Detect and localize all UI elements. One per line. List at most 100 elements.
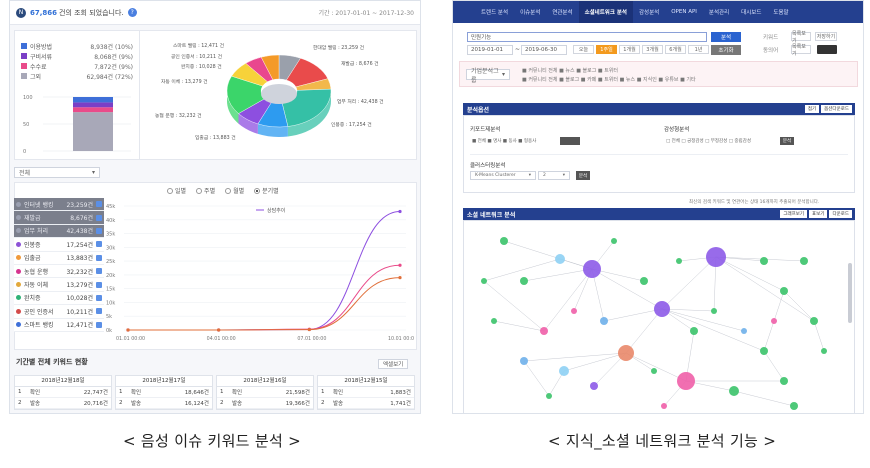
keyword-item[interactable]: 입출금 13,883건: [14, 251, 104, 265]
network-node[interactable]: [790, 402, 798, 410]
trend-point[interactable]: [307, 327, 311, 332]
network-download-button[interactable]: 다운로드: [829, 210, 852, 218]
network-node[interactable]: [729, 386, 739, 396]
emotion-checkboxes[interactable]: □ 전체 □ 긍정감성 □ 부정감성 □ 중립감성: [666, 139, 751, 144]
network-node[interactable]: [676, 258, 682, 264]
cluster-apply-button[interactable]: 분석: [576, 171, 590, 180]
trend-point[interactable]: [398, 276, 402, 280]
radio-circle-icon[interactable]: [196, 187, 203, 194]
network-node[interactable]: [780, 377, 788, 385]
nav-item[interactable]: 도움말: [773, 10, 789, 16]
network-node[interactable]: [771, 318, 777, 324]
radio-circle-icon[interactable]: [225, 187, 232, 194]
analysis-group-select[interactable]: 기업분석그룹 ▾: [466, 68, 510, 84]
trend-point[interactable]: [398, 263, 402, 267]
network-node[interactable]: [600, 317, 608, 325]
keyword-item[interactable]: 인터넷 뱅킹 23,259건: [14, 198, 104, 212]
keyword-item[interactable]: 공인 인증서 10,211건: [14, 305, 104, 319]
network-node[interactable]: [677, 372, 695, 390]
network-node[interactable]: [810, 317, 818, 325]
keyword-item[interactable]: 재발급 8,676건: [14, 211, 104, 225]
keyword-chart-icon[interactable]: [96, 281, 102, 288]
keyword-chart-icon[interactable]: [96, 294, 102, 301]
network-node[interactable]: [711, 308, 717, 314]
nav-item[interactable]: 소셜네트워크 분석: [578, 1, 633, 23]
network-graph-canvas[interactable]: [464, 221, 855, 414]
network-node[interactable]: [583, 260, 601, 278]
search-input[interactable]: 민원기능: [467, 32, 707, 42]
keyword-item[interactable]: 업무 처리 42,438건: [14, 224, 104, 239]
network-node[interactable]: [520, 357, 528, 365]
network-node[interactable]: [590, 382, 598, 390]
network-node[interactable]: [640, 277, 648, 285]
emotion-apply-button[interactable]: 분석: [780, 137, 794, 145]
cluster-count-select[interactable]: 2 ▾: [538, 171, 570, 180]
trend-point[interactable]: [126, 328, 130, 332]
synonym-list-button[interactable]: 목록보기: [791, 44, 811, 57]
keyword-chart-icon[interactable]: [96, 321, 102, 328]
trend-point[interactable]: [398, 209, 402, 214]
network-node[interactable]: [760, 347, 768, 355]
network-node[interactable]: [760, 257, 768, 265]
network-node[interactable]: [611, 238, 617, 244]
network-node[interactable]: [618, 345, 634, 361]
source-filter-line-2[interactable]: ■ 커뮤니티 전체 ■ 블로그 ■ 카페 ■ 트위터 ■ 뉴스 ■ 지식인 ■ …: [522, 77, 696, 83]
nav-item[interactable]: 감성분석: [638, 10, 660, 16]
save-button[interactable]: 저장하기: [815, 32, 837, 41]
graph-view-button[interactable]: 그래프보기: [780, 210, 808, 218]
network-node[interactable]: [690, 327, 698, 335]
network-node[interactable]: [800, 257, 808, 265]
network-node[interactable]: [654, 301, 670, 317]
keyword-item[interactable]: 자동 이체 13,279건: [14, 278, 104, 292]
network-node[interactable]: [540, 327, 548, 335]
date-from-input[interactable]: 2019-01-01: [467, 45, 513, 55]
nav-item[interactable]: 트렌드 분석: [481, 10, 509, 16]
network-node[interactable]: [661, 403, 667, 409]
keyword-chart-icon[interactable]: [96, 308, 102, 315]
keyword-chart-icon[interactable]: [96, 241, 102, 248]
keyword-item[interactable]: 스마트 뱅킹 12,471건: [14, 318, 104, 332]
period-chip[interactable]: 오늘: [573, 45, 594, 54]
nav-item[interactable]: 분석관리: [708, 10, 730, 16]
network-node[interactable]: [780, 287, 788, 295]
network-node[interactable]: [651, 368, 657, 374]
period-chip[interactable]: 1주일: [596, 45, 617, 54]
network-node[interactable]: [491, 318, 497, 324]
keyword-list-button[interactable]: 목록보기: [791, 31, 811, 44]
nav-item[interactable]: 연관분석: [552, 10, 573, 16]
keyword-type-apply-button[interactable]: [560, 137, 580, 145]
keyword-chart-icon[interactable]: [96, 214, 102, 221]
period-radio[interactable]: 월별: [225, 186, 244, 195]
keyword-chart-icon[interactable]: [96, 268, 102, 275]
period-chip[interactable]: 1년: [688, 45, 709, 54]
pie-slice[interactable]: [260, 54, 280, 80]
network-graph[interactable]: [463, 220, 855, 414]
network-node[interactable]: [520, 277, 528, 285]
keyword-type-checkboxes[interactable]: ■ 전체 ■ 명사 ■ 동사 ■ 형용사: [472, 139, 537, 144]
network-node[interactable]: [559, 366, 569, 376]
cluster-algorithm-select[interactable]: K-Means Clusterer ▾: [470, 171, 536, 180]
nav-item[interactable]: 이슈분석: [520, 10, 541, 16]
network-node[interactable]: [821, 348, 827, 354]
network-node[interactable]: [706, 247, 726, 267]
analyze-button[interactable]: 분석: [711, 32, 741, 42]
table-view-button[interactable]: 표보기: [809, 210, 828, 218]
network-node[interactable]: [481, 278, 487, 284]
period-radio[interactable]: 일별: [167, 186, 186, 195]
excel-view-button[interactable]: 엑셀보기: [378, 359, 409, 369]
keyword-item[interactable]: 완치증 10,028건: [14, 291, 104, 306]
period-chip[interactable]: 1개월: [619, 45, 640, 54]
period-chip[interactable]: 3개월: [642, 45, 663, 54]
reset-button[interactable]: 초기화: [711, 45, 741, 55]
network-node[interactable]: [555, 254, 565, 264]
network-node[interactable]: [546, 393, 552, 399]
trend-point[interactable]: [217, 328, 221, 332]
network-scrollbar[interactable]: [848, 263, 852, 323]
radio-circle-icon[interactable]: [254, 187, 261, 194]
network-node[interactable]: [571, 308, 577, 314]
nav-item[interactable]: OPEN API: [671, 9, 697, 15]
keyword-chart-icon[interactable]: [96, 201, 102, 208]
source-filter-line-1[interactable]: ■ 커뮤니티 전체 ■ 뉴스 ■ 블로그 ■ 트위터: [522, 68, 619, 74]
date-to-input[interactable]: 2019-06-30: [521, 45, 567, 55]
info-icon[interactable]: ?: [127, 8, 137, 17]
